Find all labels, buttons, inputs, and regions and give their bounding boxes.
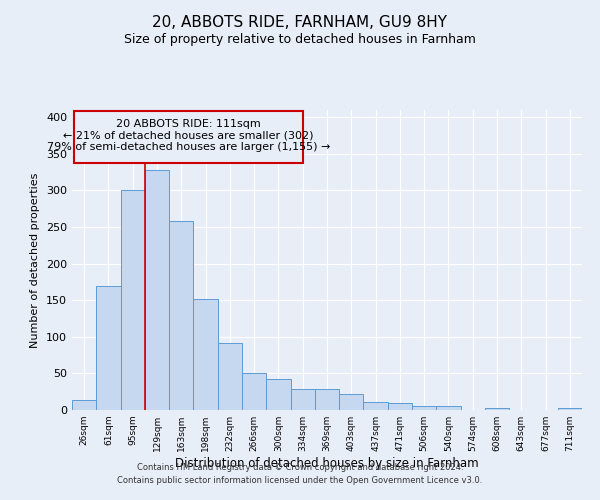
Bar	[436, 406, 461, 410]
Bar	[412, 406, 436, 410]
Bar	[96, 286, 121, 410]
Text: Contains public sector information licensed under the Open Government Licence v3: Contains public sector information licen…	[118, 476, 482, 485]
Text: Contains HM Land Registry data © Crown copyright and database right 2024.: Contains HM Land Registry data © Crown c…	[137, 464, 463, 472]
Bar	[242, 374, 266, 410]
Text: Size of property relative to detached houses in Farnham: Size of property relative to detached ho…	[124, 32, 476, 46]
Bar	[121, 190, 145, 410]
Text: 20 ABBOTS RIDE: 111sqm: 20 ABBOTS RIDE: 111sqm	[116, 119, 261, 129]
X-axis label: Distribution of detached houses by size in Farnham: Distribution of detached houses by size …	[175, 457, 479, 470]
Bar	[388, 402, 412, 410]
Bar	[364, 402, 388, 410]
Bar	[558, 408, 582, 410]
Bar	[72, 400, 96, 410]
Bar	[266, 380, 290, 410]
Bar	[218, 342, 242, 410]
Bar	[193, 299, 218, 410]
Bar	[145, 170, 169, 410]
FancyBboxPatch shape	[74, 112, 303, 162]
Text: 79% of semi-detached houses are larger (1,155) →: 79% of semi-detached houses are larger (…	[47, 142, 330, 152]
Bar	[169, 221, 193, 410]
Bar	[339, 394, 364, 410]
Bar	[485, 408, 509, 410]
Bar	[315, 389, 339, 410]
Text: 20, ABBOTS RIDE, FARNHAM, GU9 8HY: 20, ABBOTS RIDE, FARNHAM, GU9 8HY	[152, 15, 448, 30]
Y-axis label: Number of detached properties: Number of detached properties	[31, 172, 40, 348]
Bar	[290, 389, 315, 410]
Text: ← 21% of detached houses are smaller (302): ← 21% of detached houses are smaller (30…	[64, 130, 314, 140]
